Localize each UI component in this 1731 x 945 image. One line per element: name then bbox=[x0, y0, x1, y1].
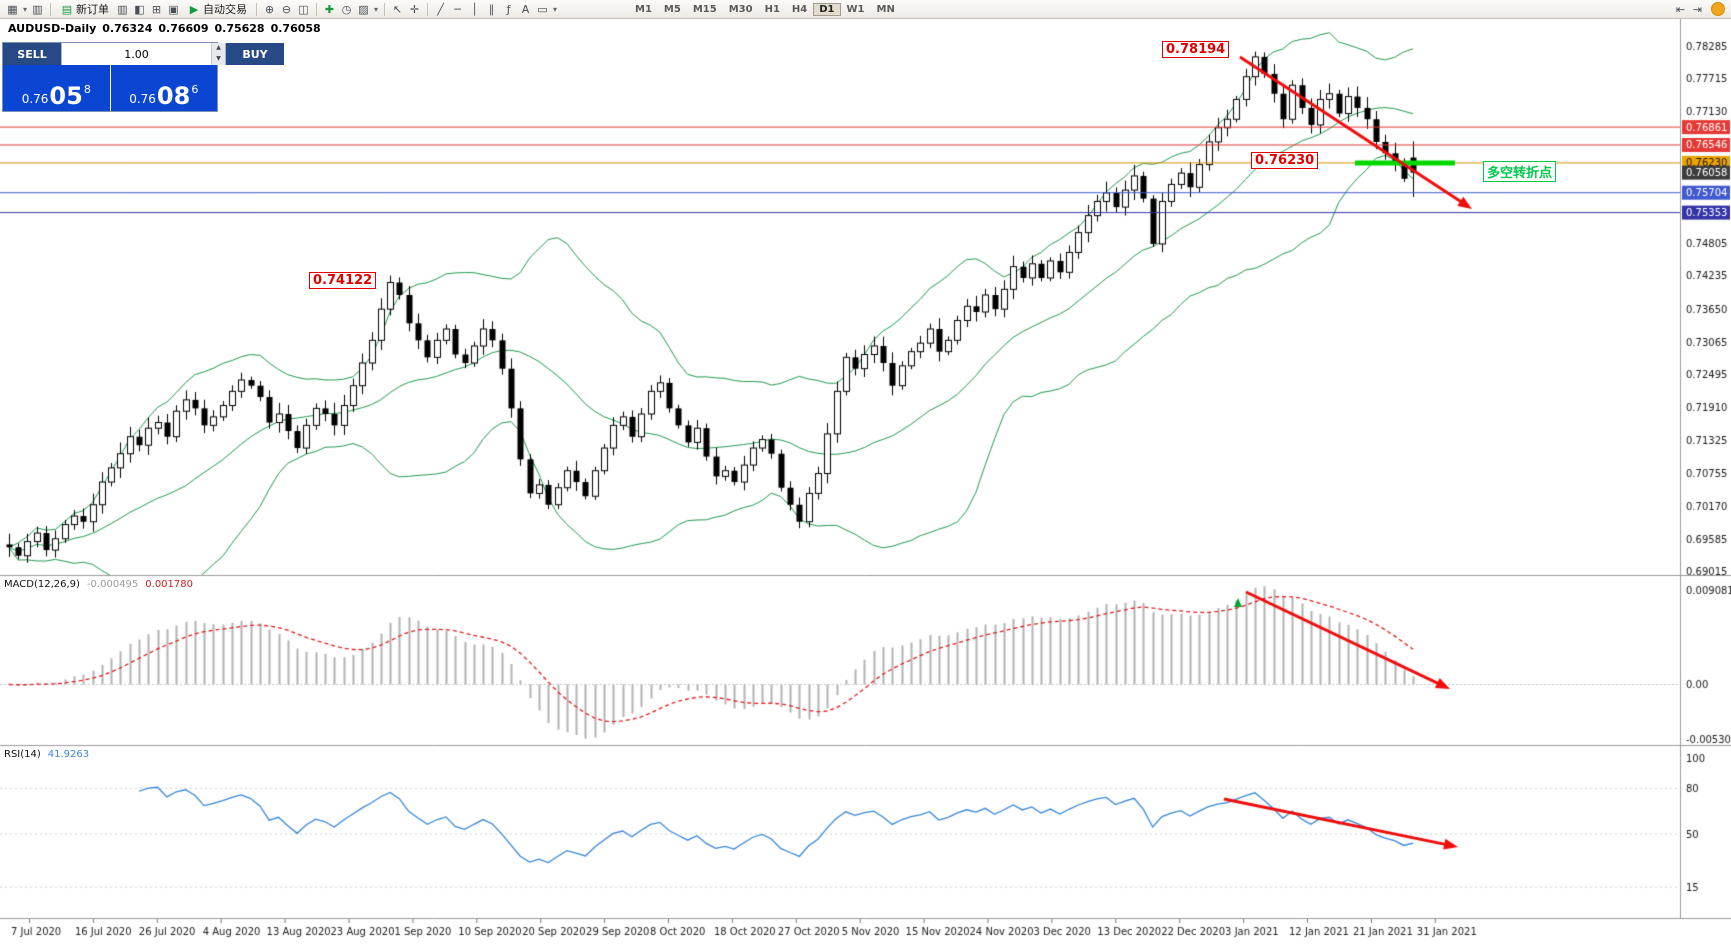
rsi-value: 41.9263 bbox=[47, 749, 90, 760]
timeframe-mn[interactable]: MN bbox=[876, 3, 895, 15]
timeframe-toolbar: M1 M5 M15 M30 H1 H4 D1 W1 MN bbox=[629, 2, 901, 16]
rsi-title: RSI(14) bbox=[4, 749, 41, 760]
auto-trading-button[interactable]: ▶ 自动交易 bbox=[182, 1, 252, 17]
volume-up-icon[interactable]: ▲ bbox=[212, 43, 225, 54]
low-value: 0.75628 bbox=[214, 22, 265, 35]
market-watch-icon[interactable]: ▥ bbox=[117, 2, 128, 16]
level-price-annotation[interactable]: 0.76230 bbox=[1251, 152, 1319, 169]
close-value: 0.76058 bbox=[270, 22, 321, 35]
rsi-header: RSI(14) 41.9263 bbox=[4, 749, 96, 760]
toolbar-separator bbox=[50, 2, 51, 16]
new-chart-dropdown-icon[interactable]: ▾ bbox=[22, 4, 27, 14]
terminal-icon[interactable]: ▣ bbox=[168, 2, 179, 16]
buy-price-base: 0.76 bbox=[129, 91, 156, 106]
sell-price-base: 0.76 bbox=[21, 91, 49, 106]
macd-title: MACD(12,26,9) bbox=[4, 579, 80, 590]
macd-main-value: -0.000495 bbox=[86, 579, 139, 590]
sell-price-sup: 8 bbox=[83, 83, 91, 96]
auto-scroll-icon[interactable]: ⇤ bbox=[1675, 2, 1686, 16]
shapes-dropdown-icon[interactable]: ▾ bbox=[552, 4, 557, 14]
vertical-line-icon[interactable]: │ bbox=[471, 2, 478, 16]
add-indicator-icon[interactable]: ✚ bbox=[324, 2, 335, 16]
volume-control: ▲ ▼ bbox=[61, 43, 226, 65]
timeframe-m1[interactable]: M1 bbox=[635, 3, 652, 15]
buy-price-button[interactable]: 0.76 08 6 bbox=[110, 65, 217, 111]
buy-button[interactable]: BUY bbox=[226, 43, 284, 65]
buy-price-sup: 6 bbox=[191, 83, 199, 96]
templates-dropdown-icon[interactable]: ▾ bbox=[373, 4, 378, 14]
sell-button[interactable]: SELL bbox=[3, 43, 61, 65]
macd-header: MACD(12,26,9) -0.000495 0.001780 bbox=[4, 579, 200, 590]
volume-down-icon[interactable]: ▼ bbox=[212, 54, 225, 65]
zoom-in-icon[interactable]: ⊕ bbox=[264, 2, 275, 16]
timeframe-w1[interactable]: W1 bbox=[846, 3, 865, 15]
new-order-icon: ▤ bbox=[61, 2, 73, 16]
timeframe-m30[interactable]: M30 bbox=[728, 3, 753, 15]
open-value: 0.76324 bbox=[102, 22, 153, 35]
shapes-icon[interactable]: ▭ bbox=[537, 2, 548, 16]
trade-panel-controls: SELL ▲ ▼ BUY bbox=[3, 43, 284, 65]
turning-point-annotation[interactable]: 多空转折点 bbox=[1483, 161, 1557, 182]
horizontal-line-icon[interactable]: ─ bbox=[454, 2, 461, 16]
new-chart-icon[interactable]: ▦ bbox=[7, 2, 18, 16]
text-tool-icon[interactable]: A bbox=[521, 2, 530, 16]
chart-ohlc-header: AUDUSD-Daily 0.76324 0.76609 0.75628 0.76058 bbox=[8, 22, 327, 35]
sell-price-button[interactable]: 0.76 05 8 bbox=[3, 65, 110, 111]
auto-trading-label: 自动交易 bbox=[203, 3, 247, 16]
chart-shift-icon[interactable]: ⇥ bbox=[1692, 2, 1703, 16]
zoom-out-icon[interactable]: ⊖ bbox=[281, 2, 292, 16]
toolbar-separator bbox=[256, 2, 257, 16]
symbol-period-label: AUDUSD-Daily bbox=[8, 22, 97, 35]
trendline-icon[interactable]: ╱ bbox=[437, 2, 444, 16]
community-icon[interactable] bbox=[1711, 2, 1725, 16]
data-window-icon[interactable]: ◧ bbox=[134, 2, 145, 16]
toolbar-separator bbox=[384, 2, 385, 16]
buy-price-big: 08 bbox=[156, 81, 191, 110]
new-order-label: 新订单 bbox=[76, 3, 109, 16]
one-click-trading-panel: SELL ▲ ▼ BUY 0.76 05 8 0.76 08 6 bbox=[2, 42, 284, 112]
volume-input[interactable] bbox=[62, 43, 211, 65]
periods-clock-icon[interactable]: ◷ bbox=[341, 2, 352, 16]
toolbar-separator bbox=[427, 2, 428, 16]
channel-icon[interactable]: ∥ bbox=[488, 2, 495, 16]
toolbar: ▦ ▾ ▥ ▤ 新订单 ▥ ◧ ⊞ ▣ ▶ 自动交易 ⊕ ⊖ ◫ ✚ ◷ ▨ ▾… bbox=[0, 0, 1731, 19]
toolbar-right-group: ⇤ ⇥ bbox=[1672, 1, 1725, 17]
swing-price-annotation[interactable]: 0.74122 bbox=[309, 272, 377, 289]
volume-steppers: ▲ ▼ bbox=[211, 43, 225, 65]
fibonacci-icon[interactable]: ƒ bbox=[506, 2, 511, 16]
peak-price-annotation[interactable]: 0.78194 bbox=[1162, 41, 1230, 58]
toolbar-separator bbox=[316, 2, 317, 16]
new-order-button[interactable]: ▤ 新订单 bbox=[55, 1, 114, 17]
auto-trading-icon: ▶ bbox=[189, 2, 199, 16]
macd-signal-value: 0.001780 bbox=[145, 579, 193, 590]
navigator-icon[interactable]: ⊞ bbox=[151, 2, 162, 16]
profiles-icon[interactable]: ▥ bbox=[32, 2, 43, 16]
timeframe-d1[interactable]: D1 bbox=[813, 2, 841, 16]
timeframe-h4[interactable]: H4 bbox=[791, 3, 808, 15]
timeframe-m15[interactable]: M15 bbox=[692, 3, 717, 15]
timeframe-m5[interactable]: M5 bbox=[663, 3, 681, 15]
high-value: 0.76609 bbox=[158, 22, 209, 35]
crosshair-icon[interactable]: ✛ bbox=[409, 2, 420, 16]
templates-icon[interactable]: ▨ bbox=[358, 2, 369, 16]
tile-windows-icon[interactable]: ◫ bbox=[298, 2, 309, 16]
timeframe-h1[interactable]: H1 bbox=[764, 3, 780, 15]
trade-panel-prices: 0.76 05 8 0.76 08 6 bbox=[3, 65, 217, 111]
sell-price-big: 05 bbox=[49, 81, 83, 110]
cursor-icon[interactable]: ↖ bbox=[392, 2, 403, 16]
